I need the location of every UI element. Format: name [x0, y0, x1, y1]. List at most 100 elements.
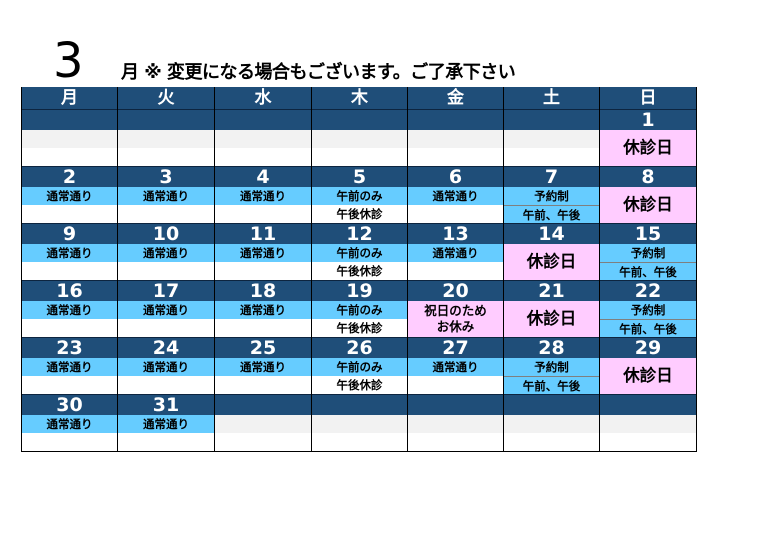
- day-number: [408, 109, 503, 130]
- schedule-line-2: 午前、午後: [600, 319, 696, 337]
- schedule-line-2: [22, 205, 117, 223]
- day-number: 23: [22, 337, 117, 359]
- schedule-line-2: [118, 319, 214, 337]
- day-number: 2: [22, 166, 117, 188]
- day-number: [600, 394, 696, 415]
- day-number: 27: [408, 337, 503, 359]
- schedule-line-2: 午前、午後: [600, 262, 696, 280]
- day-number: 1: [600, 109, 696, 131]
- day-number: 31: [118, 394, 214, 416]
- schedule-line-1: 午前のみ: [312, 244, 407, 262]
- notice-text: 休診日: [526, 252, 577, 271]
- day-cell[interactable]: 16 通常通り: [22, 280, 118, 337]
- empty-day-cell: [215, 394, 312, 451]
- schedule-line-2: [408, 433, 503, 451]
- day-number: [408, 394, 503, 415]
- day-cell[interactable]: 26 午前のみ 午後休診: [312, 337, 408, 394]
- day-cell[interactable]: 14 休診日: [504, 223, 600, 280]
- day-cell[interactable]: 5 午前のみ 午後休診: [312, 166, 408, 223]
- day-cell[interactable]: 11 通常通り: [215, 223, 312, 280]
- empty-day-cell: [312, 394, 408, 451]
- schedule-line-2: [22, 376, 117, 394]
- day-cell[interactable]: 7 予約制 午前、午後: [504, 166, 600, 223]
- empty-day-cell: [408, 109, 504, 166]
- day-cell[interactable]: 12 午前のみ 午後休診: [312, 223, 408, 280]
- day-cell[interactable]: 29 休診日: [600, 337, 697, 394]
- day-cell[interactable]: 31 通常通り: [118, 394, 215, 451]
- schedule-line-2: 午前、午後: [504, 376, 599, 394]
- day-cell[interactable]: 10 通常通り: [118, 223, 215, 280]
- schedule-line-2: [118, 262, 214, 280]
- day-cell[interactable]: 24 通常通り: [118, 337, 215, 394]
- day-cell[interactable]: 15 予約制 午前、午後: [600, 223, 697, 280]
- day-cell[interactable]: 30 通常通り: [22, 394, 118, 451]
- day-cell[interactable]: 27 通常通り: [408, 337, 504, 394]
- day-cell[interactable]: 6 通常通り: [408, 166, 504, 223]
- schedule-line-2: [118, 376, 214, 394]
- empty-day-cell: [215, 109, 312, 166]
- day-number: 5: [312, 166, 407, 188]
- day-number: 12: [312, 223, 407, 245]
- closed-notice: 休診日: [600, 187, 696, 223]
- day-number: 4: [215, 166, 311, 188]
- schedule-line-1: 通常通り: [22, 415, 117, 433]
- day-cell[interactable]: 9 通常通り: [22, 223, 118, 280]
- schedule-line-1: 午前のみ: [312, 301, 407, 319]
- calendar-grid: 月 火 水 木 金 土 日 1 休診日 2 通常通り 3 通常通り 4 通常通り 5 午前のみ 午後…: [21, 87, 697, 452]
- schedule-line-2: [408, 262, 503, 280]
- schedule-line-2: [22, 319, 117, 337]
- schedule-line-1: 通常通り: [118, 244, 214, 262]
- day-number: 3: [118, 166, 214, 188]
- schedule-line-1: 通常通り: [215, 358, 311, 376]
- empty-day-cell: [600, 394, 697, 451]
- empty-day-cell: [504, 109, 600, 166]
- day-number: 16: [22, 280, 117, 302]
- schedule-line-2: [215, 148, 311, 166]
- day-cell[interactable]: 20 祝日のため お休み: [408, 280, 504, 337]
- weekday-tue: 火: [118, 87, 215, 109]
- schedule-line-1: [600, 415, 696, 433]
- schedule-line-2: [215, 433, 311, 451]
- schedule-line-1: 予約制: [600, 301, 696, 319]
- week-row: 2 通常通り 3 通常通り 4 通常通り 5 午前のみ 午後休診 6 通常通り 7 予約制 午前、午後 8 休…: [22, 166, 697, 223]
- day-cell[interactable]: 8 休診日: [600, 166, 697, 223]
- schedule-line-2: [22, 148, 117, 166]
- weekday-fri: 金: [408, 87, 504, 109]
- schedule-line-2: [600, 433, 696, 451]
- schedule-line-1: [408, 130, 503, 148]
- day-cell[interactable]: 19 午前のみ 午後休診: [312, 280, 408, 337]
- day-cell[interactable]: 18 通常通り: [215, 280, 312, 337]
- closed-notice: 休診日: [600, 358, 696, 394]
- schedule-line-2: 午後休診: [312, 262, 407, 280]
- schedule-line-1: 通常通り: [215, 244, 311, 262]
- schedule-line-2: 午後休診: [312, 319, 407, 337]
- day-cell[interactable]: 1 休診日: [600, 109, 697, 166]
- schedule-line-1: 通常通り: [215, 187, 311, 205]
- day-number: 6: [408, 166, 503, 188]
- day-number: 18: [215, 280, 311, 302]
- day-cell[interactable]: 2 通常通り: [22, 166, 118, 223]
- day-cell[interactable]: 13 通常通り: [408, 223, 504, 280]
- week-row: 30 通常通り 31 通常通り: [22, 394, 697, 451]
- empty-day-cell: [22, 109, 118, 166]
- day-cell[interactable]: 17 通常通り: [118, 280, 215, 337]
- day-number: [504, 394, 599, 415]
- schedule-line-2: [215, 319, 311, 337]
- schedule-line-1: 午前のみ: [312, 358, 407, 376]
- day-cell[interactable]: 22 予約制 午前、午後: [600, 280, 697, 337]
- schedule-line-1: [408, 415, 503, 433]
- day-number: [312, 394, 407, 415]
- schedule-line-1: 通常通り: [22, 358, 117, 376]
- day-number: 25: [215, 337, 311, 359]
- day-cell[interactable]: 23 通常通り: [22, 337, 118, 394]
- day-cell[interactable]: 28 予約制 午前、午後: [504, 337, 600, 394]
- schedule-line-1: 通常通り: [118, 187, 214, 205]
- day-cell[interactable]: 25 通常通り: [215, 337, 312, 394]
- schedule-line-2: [215, 262, 311, 280]
- day-cell[interactable]: 21 休診日: [504, 280, 600, 337]
- schedule-line-1: [215, 130, 311, 148]
- schedule-line-1: [118, 130, 214, 148]
- day-cell[interactable]: 3 通常通り: [118, 166, 215, 223]
- schedule-line-2: [215, 205, 311, 223]
- day-cell[interactable]: 4 通常通り: [215, 166, 312, 223]
